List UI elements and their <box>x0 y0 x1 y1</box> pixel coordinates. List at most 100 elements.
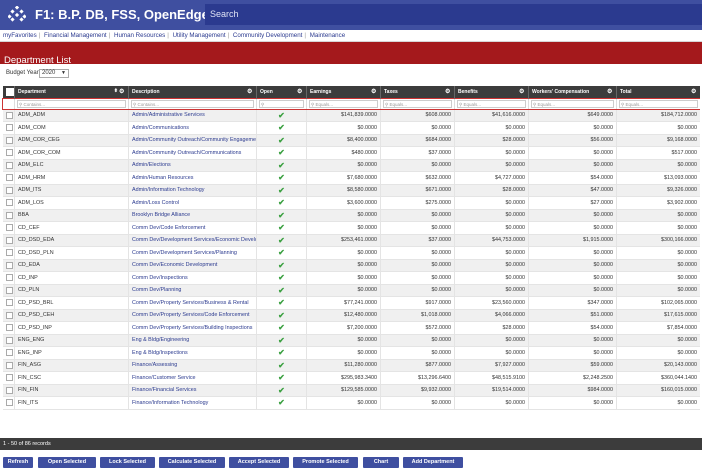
app-logo-icon[interactable] <box>8 6 26 24</box>
refresh-button[interactable]: Refresh <box>3 457 33 468</box>
calculate-selected-button[interactable]: Calculate Selected <box>159 457 225 468</box>
table-row[interactable]: ADM_ITS Admin/Information Technology ✔ $8,5… <box>2 184 700 197</box>
row-checkbox[interactable] <box>5 299 13 307</box>
row-checkbox[interactable] <box>5 336 13 344</box>
gear-icon[interactable]: ⚙ <box>691 89 697 95</box>
sort-icon[interactable]: ⬍ <box>113 88 118 94</box>
filter-input-open[interactable]: ⚲ <box>259 99 304 108</box>
gear-icon[interactable]: ⚙ <box>297 89 303 95</box>
chart-button[interactable]: Chart <box>363 457 399 468</box>
row-checkbox[interactable] <box>5 161 13 169</box>
table-row[interactable]: ADM_COM Admin/Communications ✔ $0.0000 $0.00… <box>2 121 700 135</box>
row-checkbox[interactable] <box>5 236 13 244</box>
description-cell[interactable]: Admin/Human Resources <box>128 171 257 185</box>
row-checkbox[interactable] <box>5 224 13 232</box>
budget-year-select[interactable]: 2020 ▼ <box>39 69 69 78</box>
description-cell[interactable]: Admin/Community Outreach/Communications <box>128 146 257 160</box>
description-cell[interactable]: Admin/Loss Control <box>128 196 257 210</box>
column-header-description[interactable]: Description ⚙ <box>128 86 257 98</box>
menu-item-human-resources[interactable]: Human Resources <box>114 32 166 39</box>
table-row[interactable]: CD_PSD_CEH Comm Dev/Property Services/Cod… <box>2 309 700 322</box>
gear-icon[interactable]: ⚙ <box>519 89 525 95</box>
menu-item-financial-management[interactable]: Financial Management <box>44 32 107 39</box>
description-cell[interactable]: Finance/Information Technology <box>128 396 257 410</box>
description-cell[interactable]: Finance/Assessing <box>128 359 257 372</box>
row-checkbox[interactable] <box>5 149 13 157</box>
gear-icon[interactable]: ⚙ <box>445 89 451 95</box>
table-row[interactable]: CD_DSD_EDA Comm Dev/Development Services/… <box>2 234 700 247</box>
menu-item-community-development[interactable]: Community Development <box>232 32 303 39</box>
row-checkbox[interactable] <box>5 174 13 182</box>
table-row[interactable]: FIN_ASG Finance/Assessing ✔ $11,280.0000 $87… <box>2 359 700 372</box>
column-header-open[interactable]: Open ⚙ <box>256 86 307 98</box>
description-cell[interactable]: Comm Dev/Planning <box>128 284 257 297</box>
description-cell[interactable]: Brooklyn Bridge Alliance <box>128 209 257 222</box>
table-row[interactable]: CD_EDA Comm Dev/Economic Development ✔ $0.0… <box>2 259 700 272</box>
description-cell[interactable]: Finance/Financial Services <box>128 384 257 397</box>
description-cell[interactable]: Comm Dev/Economic Development <box>128 259 257 272</box>
filter-input-total[interactable]: ⚲ Equals... <box>619 99 698 108</box>
row-checkbox[interactable] <box>5 111 13 119</box>
table-row[interactable]: BBA Brooklyn Bridge Alliance ✔ $0.0000 $0.00… <box>2 209 700 222</box>
column-header-taxes[interactable]: Taxes ⚙ <box>380 86 455 98</box>
filter-input-taxes[interactable]: ⚲ Equals... <box>383 99 452 108</box>
row-checkbox[interactable] <box>5 124 13 132</box>
gear-icon[interactable]: ⚙ <box>371 89 377 95</box>
row-checkbox[interactable] <box>5 211 13 219</box>
description-cell[interactable]: Admin/Administrative Services <box>128 109 257 122</box>
row-checkbox[interactable] <box>5 249 13 257</box>
gear-icon[interactable]: ⚙ <box>119 89 125 95</box>
row-checkbox[interactable] <box>5 261 13 269</box>
description-cell[interactable]: Finance/Customer Service <box>128 371 257 385</box>
description-cell[interactable]: Eng & Bldg/Inspections <box>128 346 257 360</box>
table-row[interactable]: CD_CEF Comm Dev/Code Enforcement ✔ $0.0000 $… <box>2 221 700 235</box>
row-checkbox[interactable] <box>5 374 13 382</box>
description-cell[interactable]: Admin/Elections <box>128 159 257 172</box>
row-checkbox[interactable] <box>5 349 13 357</box>
table-row[interactable]: ADM_ADM Admin/Administrative Services ✔ $14… <box>2 109 700 122</box>
table-row[interactable]: CD_PLN Comm Dev/Planning ✔ $0.0000 $0.0000 $0… <box>2 284 700 297</box>
lock-selected-button[interactable]: Lock Selected <box>100 457 155 468</box>
description-cell[interactable]: Eng & Bldg/Engineering <box>128 334 257 347</box>
gear-icon[interactable]: ⚙ <box>247 89 253 95</box>
description-cell[interactable]: Comm Dev/Development Services/Planning <box>128 246 257 260</box>
description-cell[interactable]: Comm Dev/Property Services/Code Enforcem… <box>128 309 257 322</box>
menu-item-myfavorites[interactable]: myFavorites <box>3 32 37 39</box>
search-input[interactable]: Search <box>205 4 702 25</box>
menu-item-utility-management[interactable]: Utility Management <box>172 32 226 39</box>
column-header-earnings[interactable]: Earnings ⚙ <box>306 86 381 98</box>
gear-icon[interactable]: ⚙ <box>607 89 613 95</box>
row-checkbox[interactable] <box>5 186 13 194</box>
description-cell[interactable]: Comm Dev/Property Services/Business & Re… <box>128 296 257 310</box>
add-department-button[interactable]: Add Department <box>403 457 463 468</box>
column-header-benefits[interactable]: Benefits ⚙ <box>454 86 529 98</box>
table-row[interactable]: ADM_ELC Admin/Elections ✔ $0.0000 $0.0000 $0.… <box>2 159 700 172</box>
table-row[interactable]: CD_PSD_INP Comm Dev/Property Services/Bui… <box>2 321 700 335</box>
filter-input-workers-compensation[interactable]: ⚲ Equals... <box>531 99 614 108</box>
open-selected-button[interactable]: Open Selected <box>38 457 96 468</box>
promote-selected-button[interactable]: Promote Selected <box>293 457 358 468</box>
table-row[interactable]: CD_DSD_PLN Comm Dev/Development Services/… <box>2 246 700 260</box>
filter-input-department[interactable]: ⚲ Contains... <box>17 99 126 108</box>
column-header-total[interactable]: Total ⚙ <box>616 86 700 98</box>
table-row[interactable]: ADM_COR_COM Admin/Community Outreach/Comm… <box>2 146 700 160</box>
row-checkbox[interactable] <box>5 136 13 144</box>
description-cell[interactable]: Comm Dev/Code Enforcement <box>128 221 257 235</box>
row-checkbox[interactable] <box>5 199 13 207</box>
accept-selected-button[interactable]: Accept Selected <box>229 457 289 468</box>
select-all-checkbox[interactable] <box>5 87 14 96</box>
description-cell[interactable]: Admin/Communications <box>128 121 257 135</box>
description-cell[interactable]: Admin/Community Outreach/Community Engag… <box>128 134 257 147</box>
table-row[interactable]: CD_INP Comm Dev/Inspections ✔ $0.0000 $0.000… <box>2 271 700 285</box>
row-checkbox[interactable] <box>5 399 13 407</box>
description-cell[interactable]: Comm Dev/Property Services/Building Insp… <box>128 321 257 335</box>
table-row[interactable]: ENG_ENG Eng & Bldg/Engineering ✔ $0.0000 $0.… <box>2 334 700 347</box>
description-cell[interactable]: Comm Dev/Inspections <box>128 271 257 285</box>
filter-input-earnings[interactable]: ⚲ Equals... <box>309 99 378 108</box>
row-checkbox[interactable] <box>5 324 13 332</box>
table-row[interactable]: FIN_FIN Finance/Financial Services ✔ $129,5… <box>2 384 700 397</box>
menu-item-maintenance[interactable]: Maintenance <box>309 32 346 39</box>
column-header-workers-compensation[interactable]: Workers' Compensation ⚙ <box>528 86 617 98</box>
table-row[interactable]: ADM_COR_CEG Admin/Community Outreach/Comm… <box>2 134 700 147</box>
table-row[interactable]: ADM_HRM Admin/Human Resources ✔ $7,680.0000… <box>2 171 700 185</box>
